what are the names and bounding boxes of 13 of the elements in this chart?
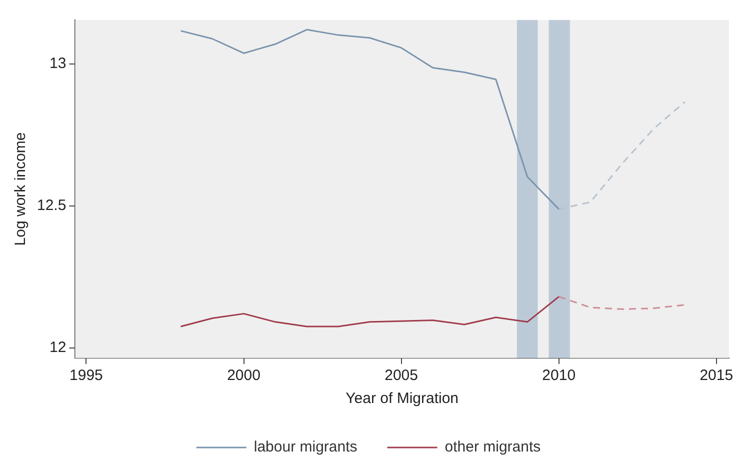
x-tick-label: 1995 [70,367,103,384]
line-series [558,296,686,310]
legend-label: other migrants [444,438,541,456]
y-tick-label: 12 [50,339,66,356]
legend-label: labour migrants [254,438,358,456]
x-tick-label: 2005 [384,367,418,384]
x-tick-label: 2015 [700,367,734,384]
y-tick-label: 13 [50,55,66,72]
y-tick-label: 12.5 [36,197,66,214]
x-axis-title: Year of Migration [346,390,459,408]
x-tick-label: 2010 [542,367,576,384]
y-axis-title: Log work income [12,132,30,246]
x-tick-label: 2000 [227,367,260,384]
